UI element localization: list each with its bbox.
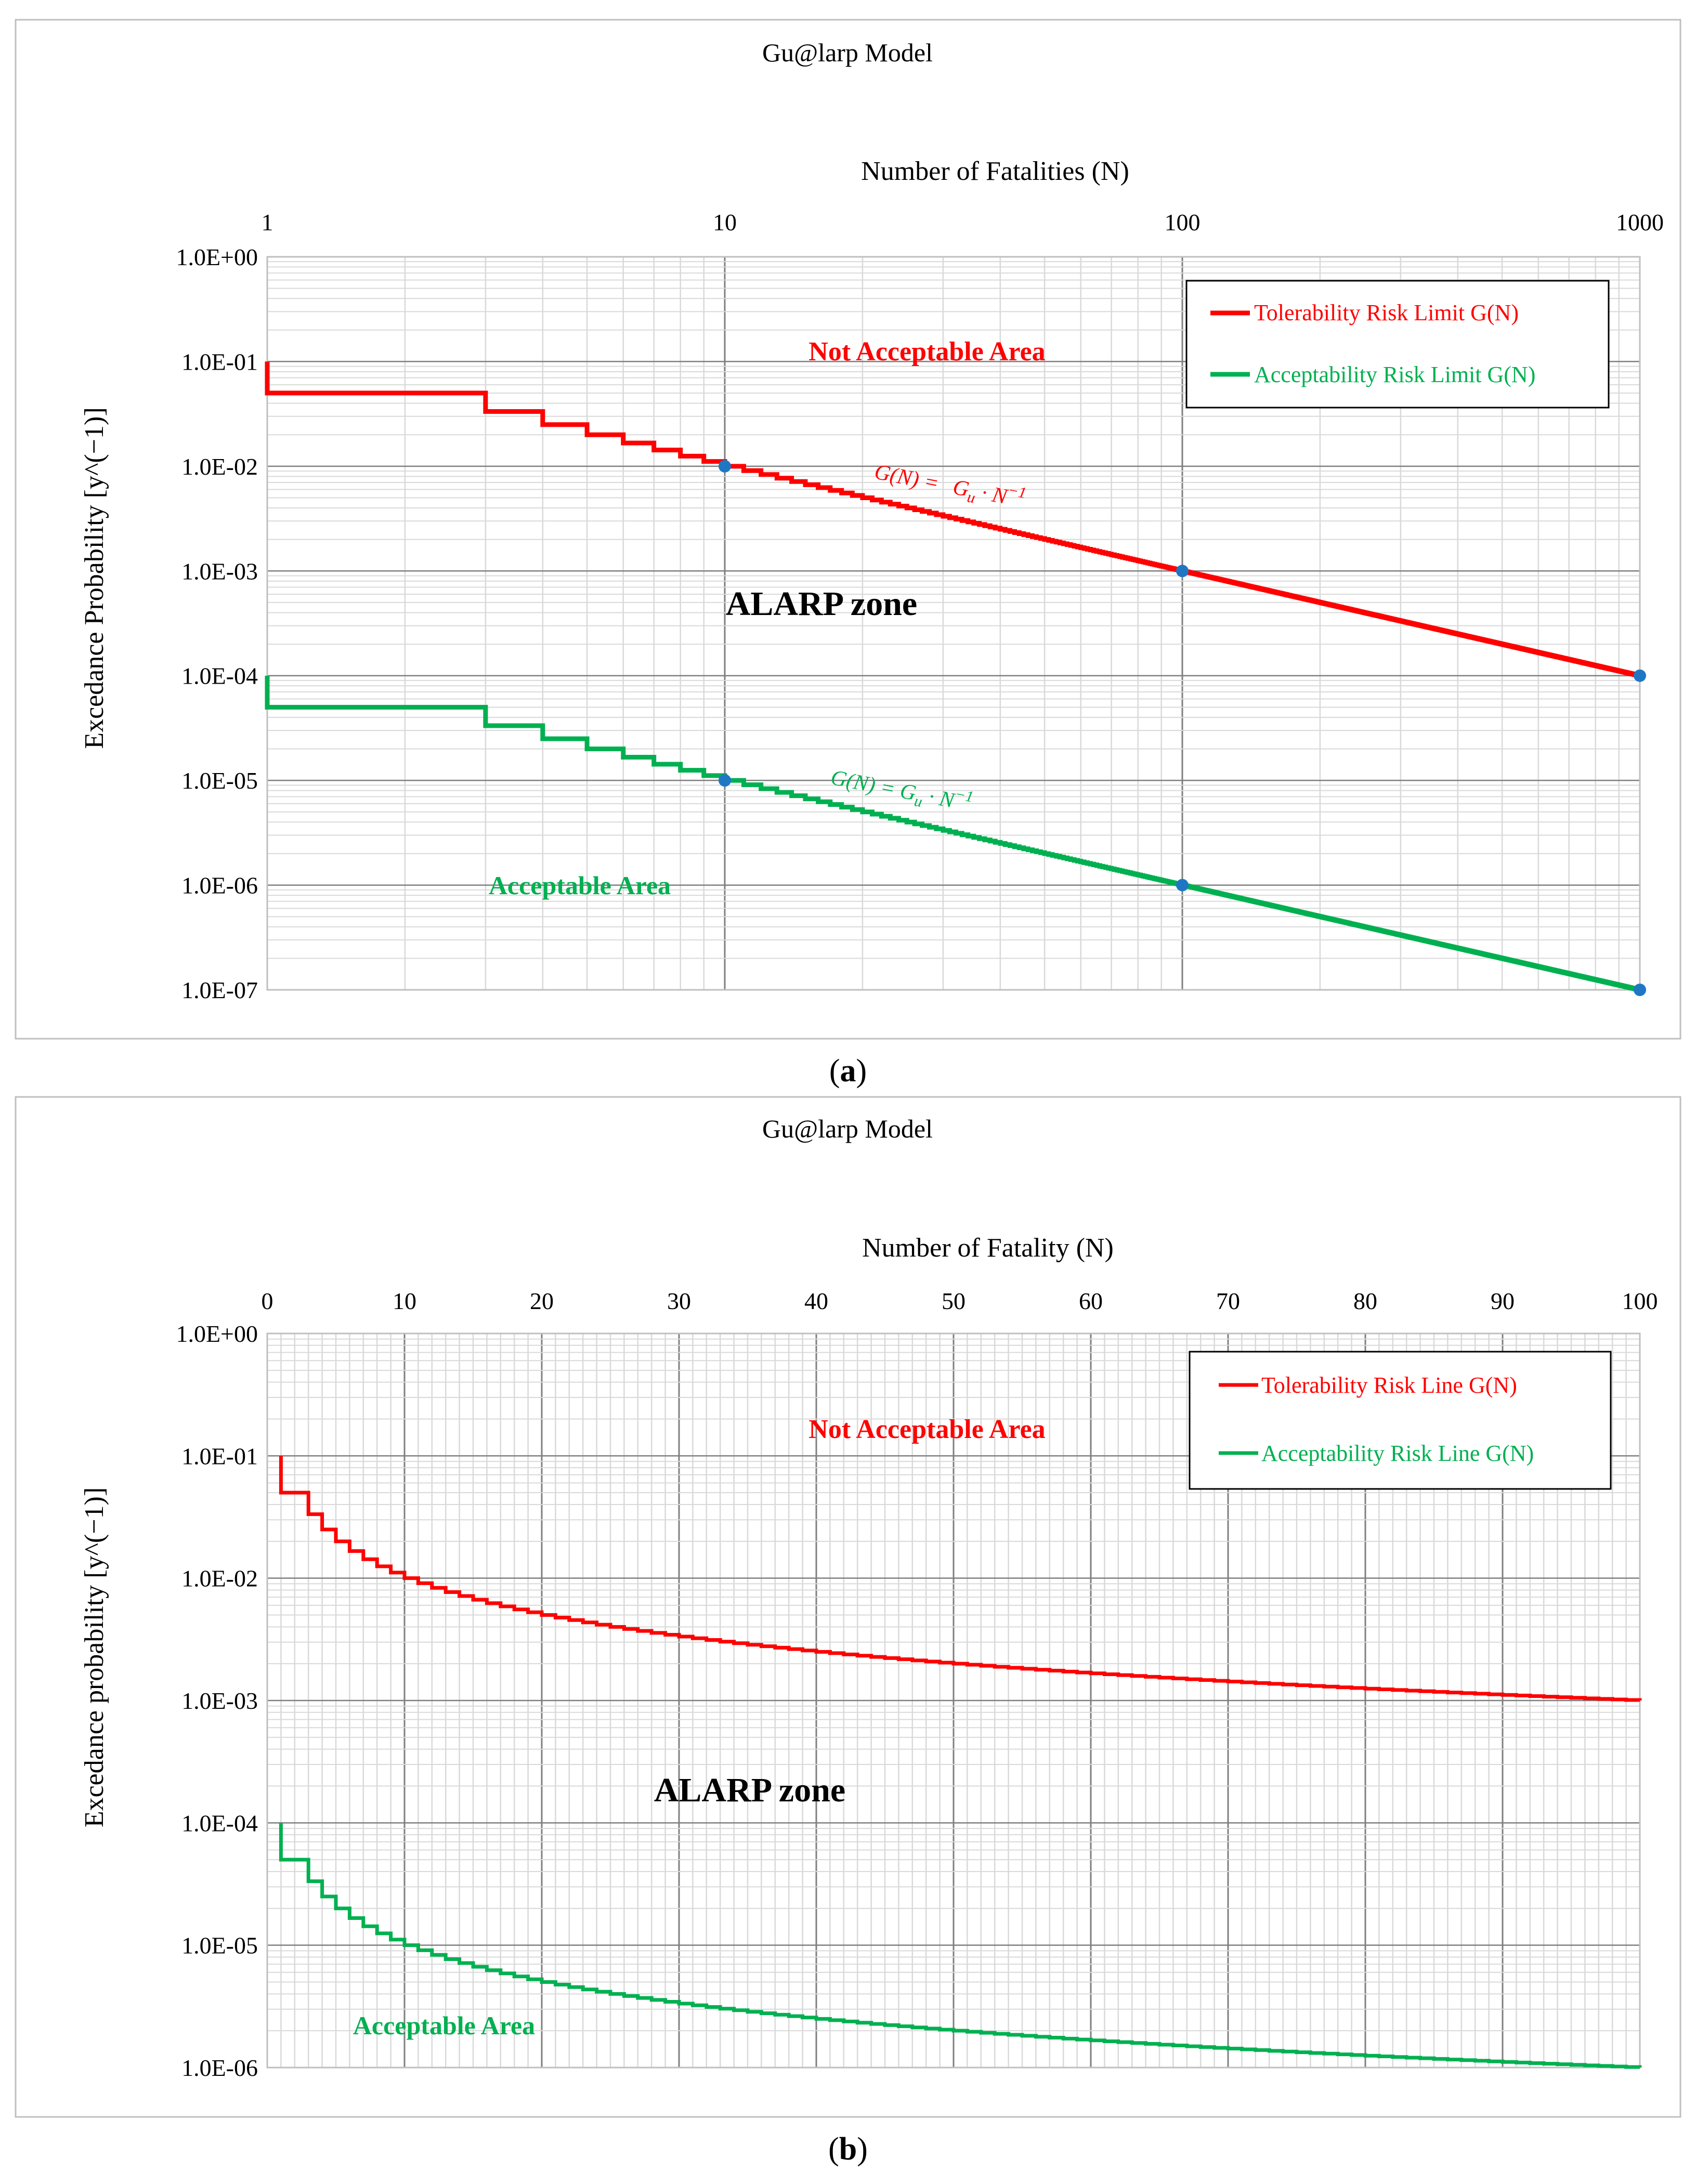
x-tick-label: 10 bbox=[393, 1288, 416, 1314]
formula-red-sup: −1 bbox=[1007, 481, 1028, 502]
chart-b-alarp-label: ALARP zone bbox=[654, 1771, 845, 1809]
series-line bbox=[279, 1456, 1642, 1702]
data-point-marker bbox=[1176, 879, 1189, 892]
chart-b-acceptable-label: Acceptable Area bbox=[353, 2011, 535, 2040]
formula-green-sup: −1 bbox=[954, 786, 975, 806]
chart-a-legend-label-red: Tolerability Risk Limit G(N) bbox=[1254, 300, 1519, 325]
chart-a-title: Gu@larp Model bbox=[762, 38, 933, 67]
panel-b: Gu@larp Model Number of Fatality (N) Exc… bbox=[15, 1096, 1681, 2167]
chart-b-x-axis-title: Number of Fatality (N) bbox=[862, 1233, 1114, 1263]
chart-b-legend-box bbox=[1189, 1351, 1612, 1490]
chart-b-legend-label-red: Tolerability Risk Line G(N) bbox=[1261, 1372, 1517, 1398]
data-point-marker bbox=[1634, 669, 1646, 682]
y-tick-label: 1.0E-03 bbox=[181, 1688, 258, 1714]
formula-red-sub: u bbox=[966, 488, 976, 506]
x-tick-label: 10 bbox=[713, 209, 737, 236]
data-point-marker bbox=[1176, 565, 1189, 578]
data-point-marker bbox=[1634, 984, 1646, 996]
x-tick-label: 1 bbox=[262, 209, 273, 236]
chart-b-y-axis-title: Excedance probability [y^(−1)] bbox=[80, 1487, 109, 1827]
chart-a-legend-box bbox=[1185, 280, 1610, 409]
series-line bbox=[265, 675, 1642, 992]
chart-a-y-axis-title: Excedance Probability [y^(−1)] bbox=[80, 407, 109, 749]
x-tick-label: 40 bbox=[804, 1288, 828, 1314]
chart-a-legend-label-green: Acceptability Risk Limit G(N) bbox=[1254, 362, 1535, 387]
chart-a-series bbox=[265, 361, 1642, 992]
chart-a-x-ticks: 1 10 100 1000 bbox=[262, 209, 1664, 236]
chart-a-x-axis-title: Number of Fatalities (N) bbox=[861, 156, 1129, 186]
panel-b-label: (b) bbox=[828, 2131, 868, 2167]
chart-b-not-acceptable-label: Not Acceptable Area bbox=[808, 1415, 1045, 1444]
formula-green-sub: u bbox=[913, 792, 924, 810]
chart-a-gridlines bbox=[267, 257, 1640, 990]
y-tick-label: 1.0E-05 bbox=[181, 767, 258, 794]
y-tick-label: 1.0E-06 bbox=[181, 872, 258, 899]
x-tick-label: 100 bbox=[1622, 1288, 1658, 1314]
panel-a: Gu@larp Model Number of Fatalities (N) E… bbox=[15, 19, 1681, 1089]
chart-b-series bbox=[279, 1456, 1642, 2069]
y-tick-label: 1.0E+00 bbox=[176, 244, 258, 270]
x-tick-label: 20 bbox=[530, 1288, 554, 1314]
panel-a-label: (a) bbox=[829, 1053, 867, 1089]
y-tick-label: 1.0E-07 bbox=[181, 977, 258, 1003]
chart-b-frame bbox=[15, 1096, 1681, 2118]
x-tick-label: 50 bbox=[942, 1288, 966, 1314]
chart-a-acceptable-label: Acceptable Area bbox=[489, 871, 671, 900]
chart-a-y-ticks: 1.0E+00 1.0E-01 1.0E-02 1.0E-03 1.0E-04 1.0E-… bbox=[176, 244, 258, 1003]
x-tick-label: 1000 bbox=[1616, 209, 1664, 236]
x-tick-label: 0 bbox=[262, 1288, 273, 1314]
y-tick-label: 1.0E-02 bbox=[181, 1565, 258, 1592]
y-tick-label: 1.0E-01 bbox=[181, 348, 258, 375]
x-tick-label: 90 bbox=[1491, 1288, 1515, 1314]
chart-a-frame bbox=[15, 19, 1681, 1040]
series-line bbox=[265, 361, 1642, 678]
chart-a-markers bbox=[719, 460, 1646, 996]
series-line bbox=[279, 1823, 1642, 2069]
chart-b-title: Gu@larp Model bbox=[762, 1114, 933, 1143]
chart-a-legend: Tolerability Risk Limit G(N) Acceptabili… bbox=[1185, 280, 1610, 409]
x-tick-label: 30 bbox=[667, 1288, 691, 1314]
x-tick-label: 80 bbox=[1353, 1288, 1377, 1314]
data-point-marker bbox=[719, 774, 731, 787]
chart-b-x-ticks: 0 10 20 30 40 50 60 70 80 90 100 bbox=[262, 1288, 1658, 1314]
x-tick-label: 60 bbox=[1079, 1288, 1103, 1314]
y-tick-label: 1.0E-02 bbox=[181, 453, 258, 480]
chart-a-not-acceptable-label: Not Acceptable Area bbox=[808, 337, 1045, 367]
y-tick-label: 1.0E-01 bbox=[181, 1443, 258, 1469]
y-tick-label: 1.0E-03 bbox=[181, 558, 258, 584]
y-tick-label: 1.0E-05 bbox=[181, 1932, 258, 1959]
chart-a-alarp-label: ALARP zone bbox=[726, 585, 917, 623]
chart-b-legend-label-green: Acceptability Risk Line G(N) bbox=[1261, 1441, 1534, 1466]
chart-a-plot-border bbox=[266, 256, 1641, 991]
x-tick-label: 70 bbox=[1216, 1288, 1240, 1314]
data-point-marker bbox=[719, 460, 731, 473]
y-tick-label: 1.0E-04 bbox=[181, 1810, 258, 1836]
chart-b-y-ticks: 1.0E+00 1.0E-01 1.0E-02 1.0E-03 1.0E-04 1.0E-… bbox=[176, 1320, 258, 2081]
y-tick-label: 1.0E+00 bbox=[176, 1320, 258, 1347]
y-tick-label: 1.0E-06 bbox=[181, 2055, 258, 2081]
chart-b-legend: Tolerability Risk Line G(N) Acceptabilit… bbox=[1189, 1351, 1612, 1490]
x-tick-label: 100 bbox=[1165, 209, 1201, 236]
y-tick-label: 1.0E-04 bbox=[181, 663, 258, 689]
